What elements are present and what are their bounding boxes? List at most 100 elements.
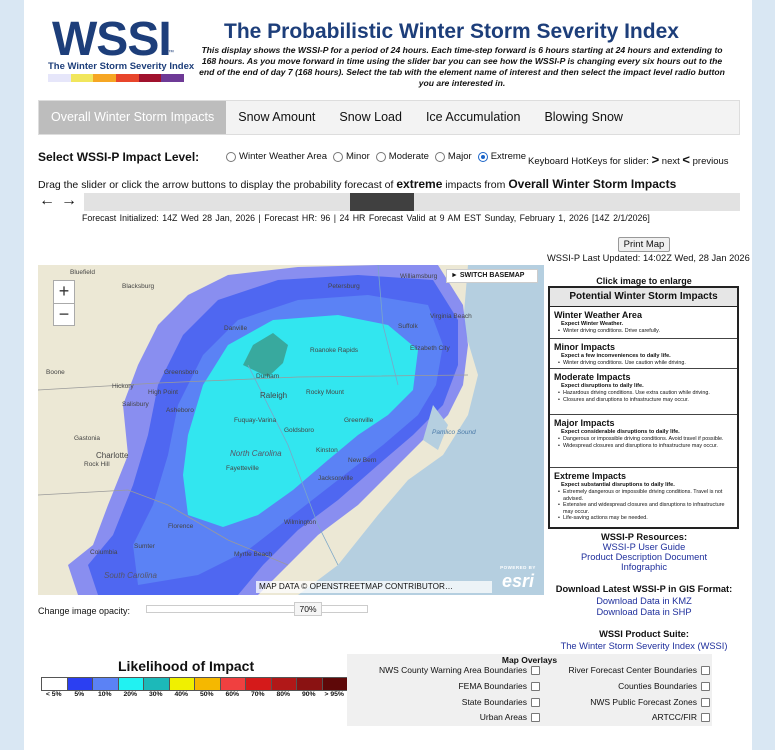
tab-blowing-snow[interactable]: Blowing Snow — [544, 110, 623, 124]
impact-bullet: Winter driving conditions. Use caution w… — [558, 360, 733, 367]
radio-button[interactable] — [226, 151, 236, 162]
place-label: Myrtle Beach — [234, 551, 272, 558]
overlay-label: FEMA Boundaries — [458, 681, 527, 691]
hotkey-prev-label: previous — [692, 156, 729, 167]
overlay-cwa-boundaries[interactable]: NWS County Warning Area Boundaries — [379, 665, 540, 675]
place-label: Greensboro — [164, 369, 199, 376]
slider-handle[interactable] — [350, 193, 414, 211]
overlay-public-forecast-zones[interactable]: NWS Public Forecast Zones — [590, 697, 710, 707]
overlay-checkbox[interactable] — [701, 665, 710, 675]
slider-prev-arrow[interactable]: ← — [39, 192, 55, 209]
overlay-artcc-fir[interactable]: ARTCC/FIR — [652, 712, 710, 722]
impact-bullet: Life-saving actions may be needed. — [558, 515, 733, 522]
legend-label: > 95% — [324, 691, 344, 698]
radio-moderate[interactable]: Moderate — [375, 151, 429, 162]
legend-label: 70% — [250, 691, 265, 698]
place-label: Rock Hill — [84, 461, 110, 468]
impact-bullet: Extremely dangerous or impossible drivin… — [558, 489, 733, 502]
radio-label: Minor — [346, 151, 370, 162]
opacity-slider[interactable] — [146, 605, 368, 613]
impact-extreme: Extreme Impacts Expect substantial disru… — [550, 468, 737, 524]
logo-subtitle: The Winter Storm Severity Index — [48, 61, 195, 72]
legend-swatch — [67, 678, 93, 690]
link-download-shp[interactable]: Download Data in SHP — [596, 607, 692, 617]
hotkey-next-label: next — [661, 156, 680, 167]
overlay-checkbox[interactable] — [531, 697, 540, 707]
overlay-checkbox[interactable] — [531, 665, 540, 675]
overlay-checkbox[interactable] — [531, 681, 540, 691]
forecast-time-slider[interactable] — [84, 193, 740, 211]
overlay-rfc-boundaries[interactable]: River Forecast Center Boundaries — [568, 665, 710, 675]
state-border — [38, 374, 469, 391]
place-label: Roanoke Rapids — [310, 347, 359, 354]
hotkey-prev-symbol: < — [682, 152, 690, 167]
place-label: Jacksonville — [318, 475, 354, 482]
print-map-button[interactable]: Print Map — [618, 237, 670, 252]
tab-snow-amount[interactable]: Snow Amount — [238, 110, 316, 124]
impact-bullet: Dangerous or impossible driving conditio… — [558, 436, 733, 443]
radio-button[interactable] — [333, 151, 344, 162]
legend-label: 20% — [123, 691, 138, 698]
radio-button-selected[interactable] — [477, 151, 488, 162]
map-attribution[interactable]: MAP DATA © OPENSTREETMAP CONTRIBUTOR… — [256, 581, 492, 593]
place-label: Sumter — [134, 543, 155, 550]
slider-instruction: Drag the slider or click the arrow butto… — [38, 177, 676, 191]
link-user-guide[interactable]: WSSI-P User Guide — [602, 542, 686, 552]
logo-color-segment — [161, 74, 185, 82]
impact-bullet: Widespread closures and disruptions to i… — [558, 443, 733, 450]
logo-color-bar — [48, 74, 185, 82]
opacity-label: Change image opacity: — [38, 606, 131, 616]
impact-title: Winter Weather Area — [554, 310, 642, 320]
overlay-counties-boundaries[interactable]: Counties Boundaries — [618, 681, 710, 691]
esri-logo[interactable]: POWERED BY esri — [494, 565, 542, 593]
place-label: Virginia Beach — [430, 313, 472, 320]
logo-text: WSSI — [52, 13, 172, 66]
wssi-map[interactable]: + − ► SWITCH BASEMAP Bluefield Blacksbur… — [38, 265, 544, 595]
legend-labels: < 5% 5% 10% 20% 30% 40% 50% 60% 70% 80% 90% > 95% — [41, 691, 347, 698]
radio-label: Winter Weather Area — [239, 151, 328, 162]
wssi-logo[interactable]: WSSI ™ The Winter Storm Severity Index — [46, 13, 194, 84]
link-product-description[interactable]: Product Description Document — [580, 552, 708, 562]
legend-title: Likelihood of Impact — [118, 658, 255, 674]
logo-color-segment — [138, 74, 162, 82]
impact-title: Extreme Impacts — [554, 471, 627, 481]
place-label: Hickory — [112, 383, 134, 390]
zoom-out-button[interactable]: − — [54, 303, 74, 325]
overlay-checkbox[interactable] — [531, 712, 540, 722]
gis-download-title: Download Latest WSSI-P in GIS Format: — [555, 584, 733, 594]
impacts-key-image[interactable]: Potential Winter Storm Impacts Winter We… — [548, 286, 739, 529]
radio-button[interactable] — [375, 151, 386, 162]
overlay-checkbox[interactable] — [701, 712, 710, 722]
link-wssi[interactable]: The Winter Storm Severity Index (WSSI) — [560, 641, 728, 651]
place-label: New Bern — [348, 457, 377, 464]
radio-winter-weather-area[interactable]: Winter Weather Area — [226, 151, 327, 162]
tab-overall-winter-storm-impacts[interactable]: Overall Winter Storm Impacts — [39, 101, 227, 134]
tab-ice-accumulation[interactable]: Ice Accumulation — [425, 110, 521, 124]
overlay-state-boundaries[interactable]: State Boundaries — [462, 697, 540, 707]
legend-swatch — [246, 678, 272, 690]
slider-next-arrow[interactable]: → — [61, 192, 77, 209]
radio-button[interactable] — [434, 151, 445, 162]
overlay-urban-areas[interactable]: Urban Areas — [480, 712, 540, 722]
zoom-in-button[interactable]: + — [58, 281, 70, 301]
overlay-checkbox[interactable] — [701, 681, 710, 691]
logo-color-segment — [70, 74, 94, 82]
opacity-slider-handle[interactable]: 70% — [294, 602, 322, 616]
place-label: Petersburg — [328, 283, 360, 290]
radio-extreme[interactable]: Extreme — [477, 151, 526, 162]
legend-swatch — [118, 678, 144, 690]
tab-snow-load[interactable]: Snow Load — [339, 110, 402, 124]
esri-powered-by: POWERED BY — [500, 565, 536, 570]
overlay-checkbox[interactable] — [701, 697, 710, 707]
radio-label: Moderate — [388, 151, 429, 162]
impact-expect: Expect Winter Weather. — [561, 321, 624, 327]
overlay-fema-boundaries[interactable]: FEMA Boundaries — [458, 681, 540, 691]
link-download-kmz[interactable]: Download Data in KMZ — [596, 596, 692, 606]
logo-color-segment — [48, 74, 71, 82]
place-label: High Point — [148, 389, 178, 396]
instruction-element: Overall Winter Storm Impacts — [508, 177, 677, 191]
radio-major[interactable]: Major — [434, 151, 472, 162]
link-infographic[interactable]: Infographic — [621, 562, 667, 572]
switch-basemap-button[interactable]: ► SWITCH BASEMAP — [446, 269, 538, 283]
radio-minor[interactable]: Minor — [333, 151, 370, 162]
